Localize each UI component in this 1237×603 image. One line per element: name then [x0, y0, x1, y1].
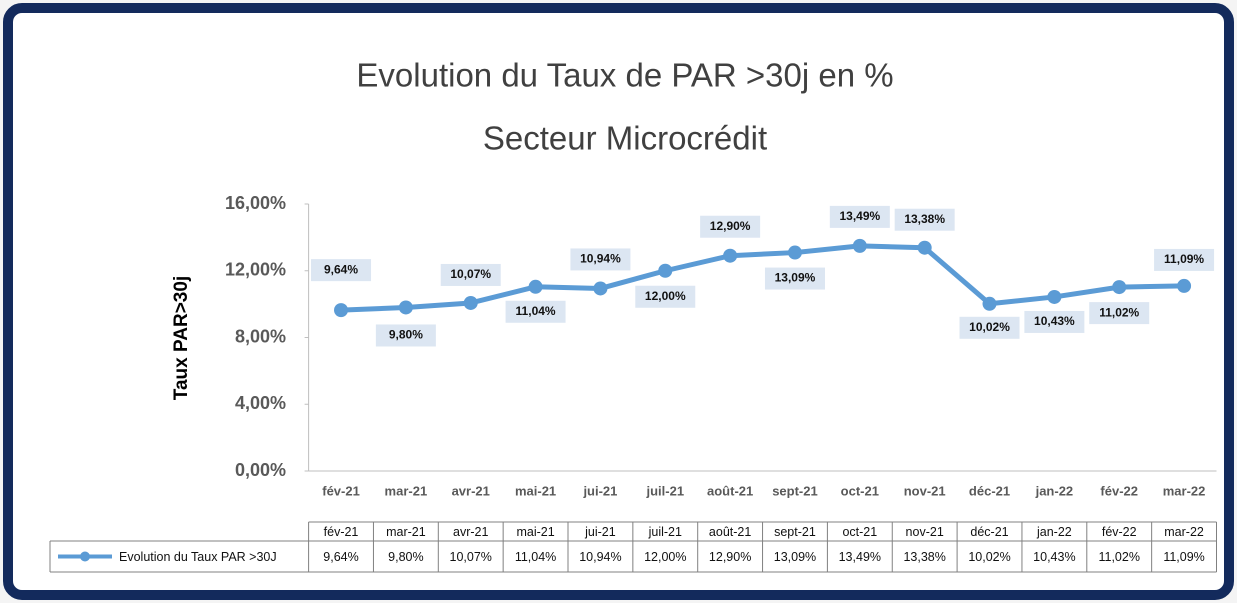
- table-value: 11,09%: [1163, 550, 1204, 564]
- data-label: 13,38%: [904, 212, 945, 226]
- y-tick-label: 16,00%: [225, 193, 286, 213]
- table-category: mar-22: [1164, 525, 1204, 539]
- data-label-box: [1024, 310, 1085, 333]
- data-label-box: [1154, 248, 1215, 271]
- table-category: fév-21: [324, 525, 359, 539]
- table-category: mai-21: [516, 525, 554, 539]
- point: [1112, 280, 1127, 295]
- table-category: fév-22: [1102, 525, 1137, 539]
- x-tick-label: nov-21: [904, 483, 946, 498]
- table-value: 10,02%: [968, 550, 1010, 564]
- x-tick-label: août-21: [707, 483, 753, 498]
- table-category: mar-21: [386, 525, 426, 539]
- data-label-box: [311, 259, 372, 282]
- chart-subtitle: Secteur Microcrédit: [483, 120, 767, 157]
- data-label-box: [894, 208, 955, 231]
- x-tick-label: jui-21: [582, 483, 617, 498]
- y-tick-label: 8,00%: [235, 326, 286, 346]
- y-axis-label: Taux PAR>30j: [171, 276, 192, 400]
- table-value: 10,43%: [1033, 550, 1075, 564]
- point: [787, 245, 802, 260]
- table-value: 9,80%: [388, 550, 423, 564]
- legend-marker: [80, 551, 90, 562]
- table-category: déc-21: [970, 525, 1008, 539]
- table-category: août-21: [709, 525, 751, 539]
- table-category: oct-21: [842, 525, 877, 539]
- table-category: nov-21: [906, 525, 944, 539]
- y-tick-label: 0,00%: [235, 460, 286, 480]
- table-value: 9,64%: [323, 550, 358, 564]
- x-tick-label: avr-21: [452, 483, 490, 498]
- x-tick-label: mai-21: [515, 483, 556, 498]
- x-tick-label: jan-22: [1035, 483, 1074, 498]
- point: [1047, 289, 1062, 304]
- point: [463, 295, 478, 310]
- table-category: sept-21: [774, 525, 816, 539]
- line: [340, 243, 1185, 313]
- point: [852, 238, 867, 253]
- x-tick-label: juil-21: [645, 483, 684, 498]
- table-value: 13,09%: [774, 550, 816, 564]
- y-tick-label: 4,00%: [235, 393, 286, 413]
- table-value: 10,94%: [579, 550, 621, 564]
- data-label: 11,02%: [1099, 305, 1139, 319]
- x-tick-label: fév-21: [322, 483, 360, 498]
- data-label: 13,49%: [839, 209, 880, 223]
- data-label-box: [635, 285, 696, 308]
- table-value: 13,38%: [903, 550, 945, 564]
- x-tick-label: fév-22: [1100, 483, 1138, 498]
- data-label: 12,00%: [645, 289, 686, 303]
- x-tick-label: mar-22: [1163, 483, 1206, 498]
- table-value: 13,49%: [839, 550, 881, 564]
- point: [723, 248, 738, 263]
- chart-title: Evolution du Taux de PAR >30j en %: [356, 57, 893, 94]
- point: [917, 240, 932, 255]
- data-label: 10,02%: [969, 320, 1010, 334]
- x-tick-label: sept-21: [772, 483, 818, 498]
- point: [334, 303, 349, 318]
- data-label-box: [440, 263, 501, 286]
- data-label-box: [959, 316, 1020, 339]
- point: [593, 281, 608, 296]
- frame: [3, 3, 1234, 600]
- data-label-box: [505, 300, 566, 323]
- data-label: 10,43%: [1034, 314, 1075, 328]
- x-tick-label: déc-21: [969, 483, 1010, 498]
- table-category: avr-21: [453, 525, 488, 539]
- data-label: 10,07%: [450, 267, 491, 281]
- data-label: 13,09%: [775, 271, 816, 285]
- y-tick-label: 12,00%: [225, 260, 286, 280]
- point: [398, 300, 413, 315]
- table-category: jan-22: [1036, 525, 1072, 539]
- data-label-box: [570, 248, 631, 271]
- x-tick-label: mar-21: [385, 483, 428, 498]
- table-value: 10,07%: [450, 550, 492, 564]
- data-label: 12,90%: [710, 219, 751, 233]
- data-label-box: [829, 205, 890, 228]
- point: [1177, 278, 1192, 293]
- table-category: juil-21: [648, 525, 682, 539]
- table-value: 11,02%: [1098, 550, 1139, 564]
- point: [528, 279, 543, 294]
- table-category: jui-21: [584, 525, 616, 539]
- data-label-box: [1089, 302, 1150, 325]
- point: [658, 263, 673, 278]
- data-label-box: [375, 324, 436, 347]
- table-value: 12,90%: [709, 550, 751, 564]
- data-label: 10,94%: [580, 252, 621, 266]
- x-tick-label: oct-21: [841, 483, 879, 498]
- data-label: 9,64%: [324, 262, 358, 276]
- legend-label: Evolution du Taux PAR >30J: [119, 550, 277, 564]
- table-value: 12,00%: [644, 550, 686, 564]
- data-label: 11,04%: [516, 304, 556, 318]
- table-value: 11,04%: [515, 550, 556, 564]
- data-label-box: [764, 267, 825, 290]
- data-label: 11,09%: [1164, 252, 1204, 266]
- data-label: 9,80%: [389, 328, 423, 342]
- data-label-box: [700, 215, 761, 238]
- point: [982, 296, 997, 311]
